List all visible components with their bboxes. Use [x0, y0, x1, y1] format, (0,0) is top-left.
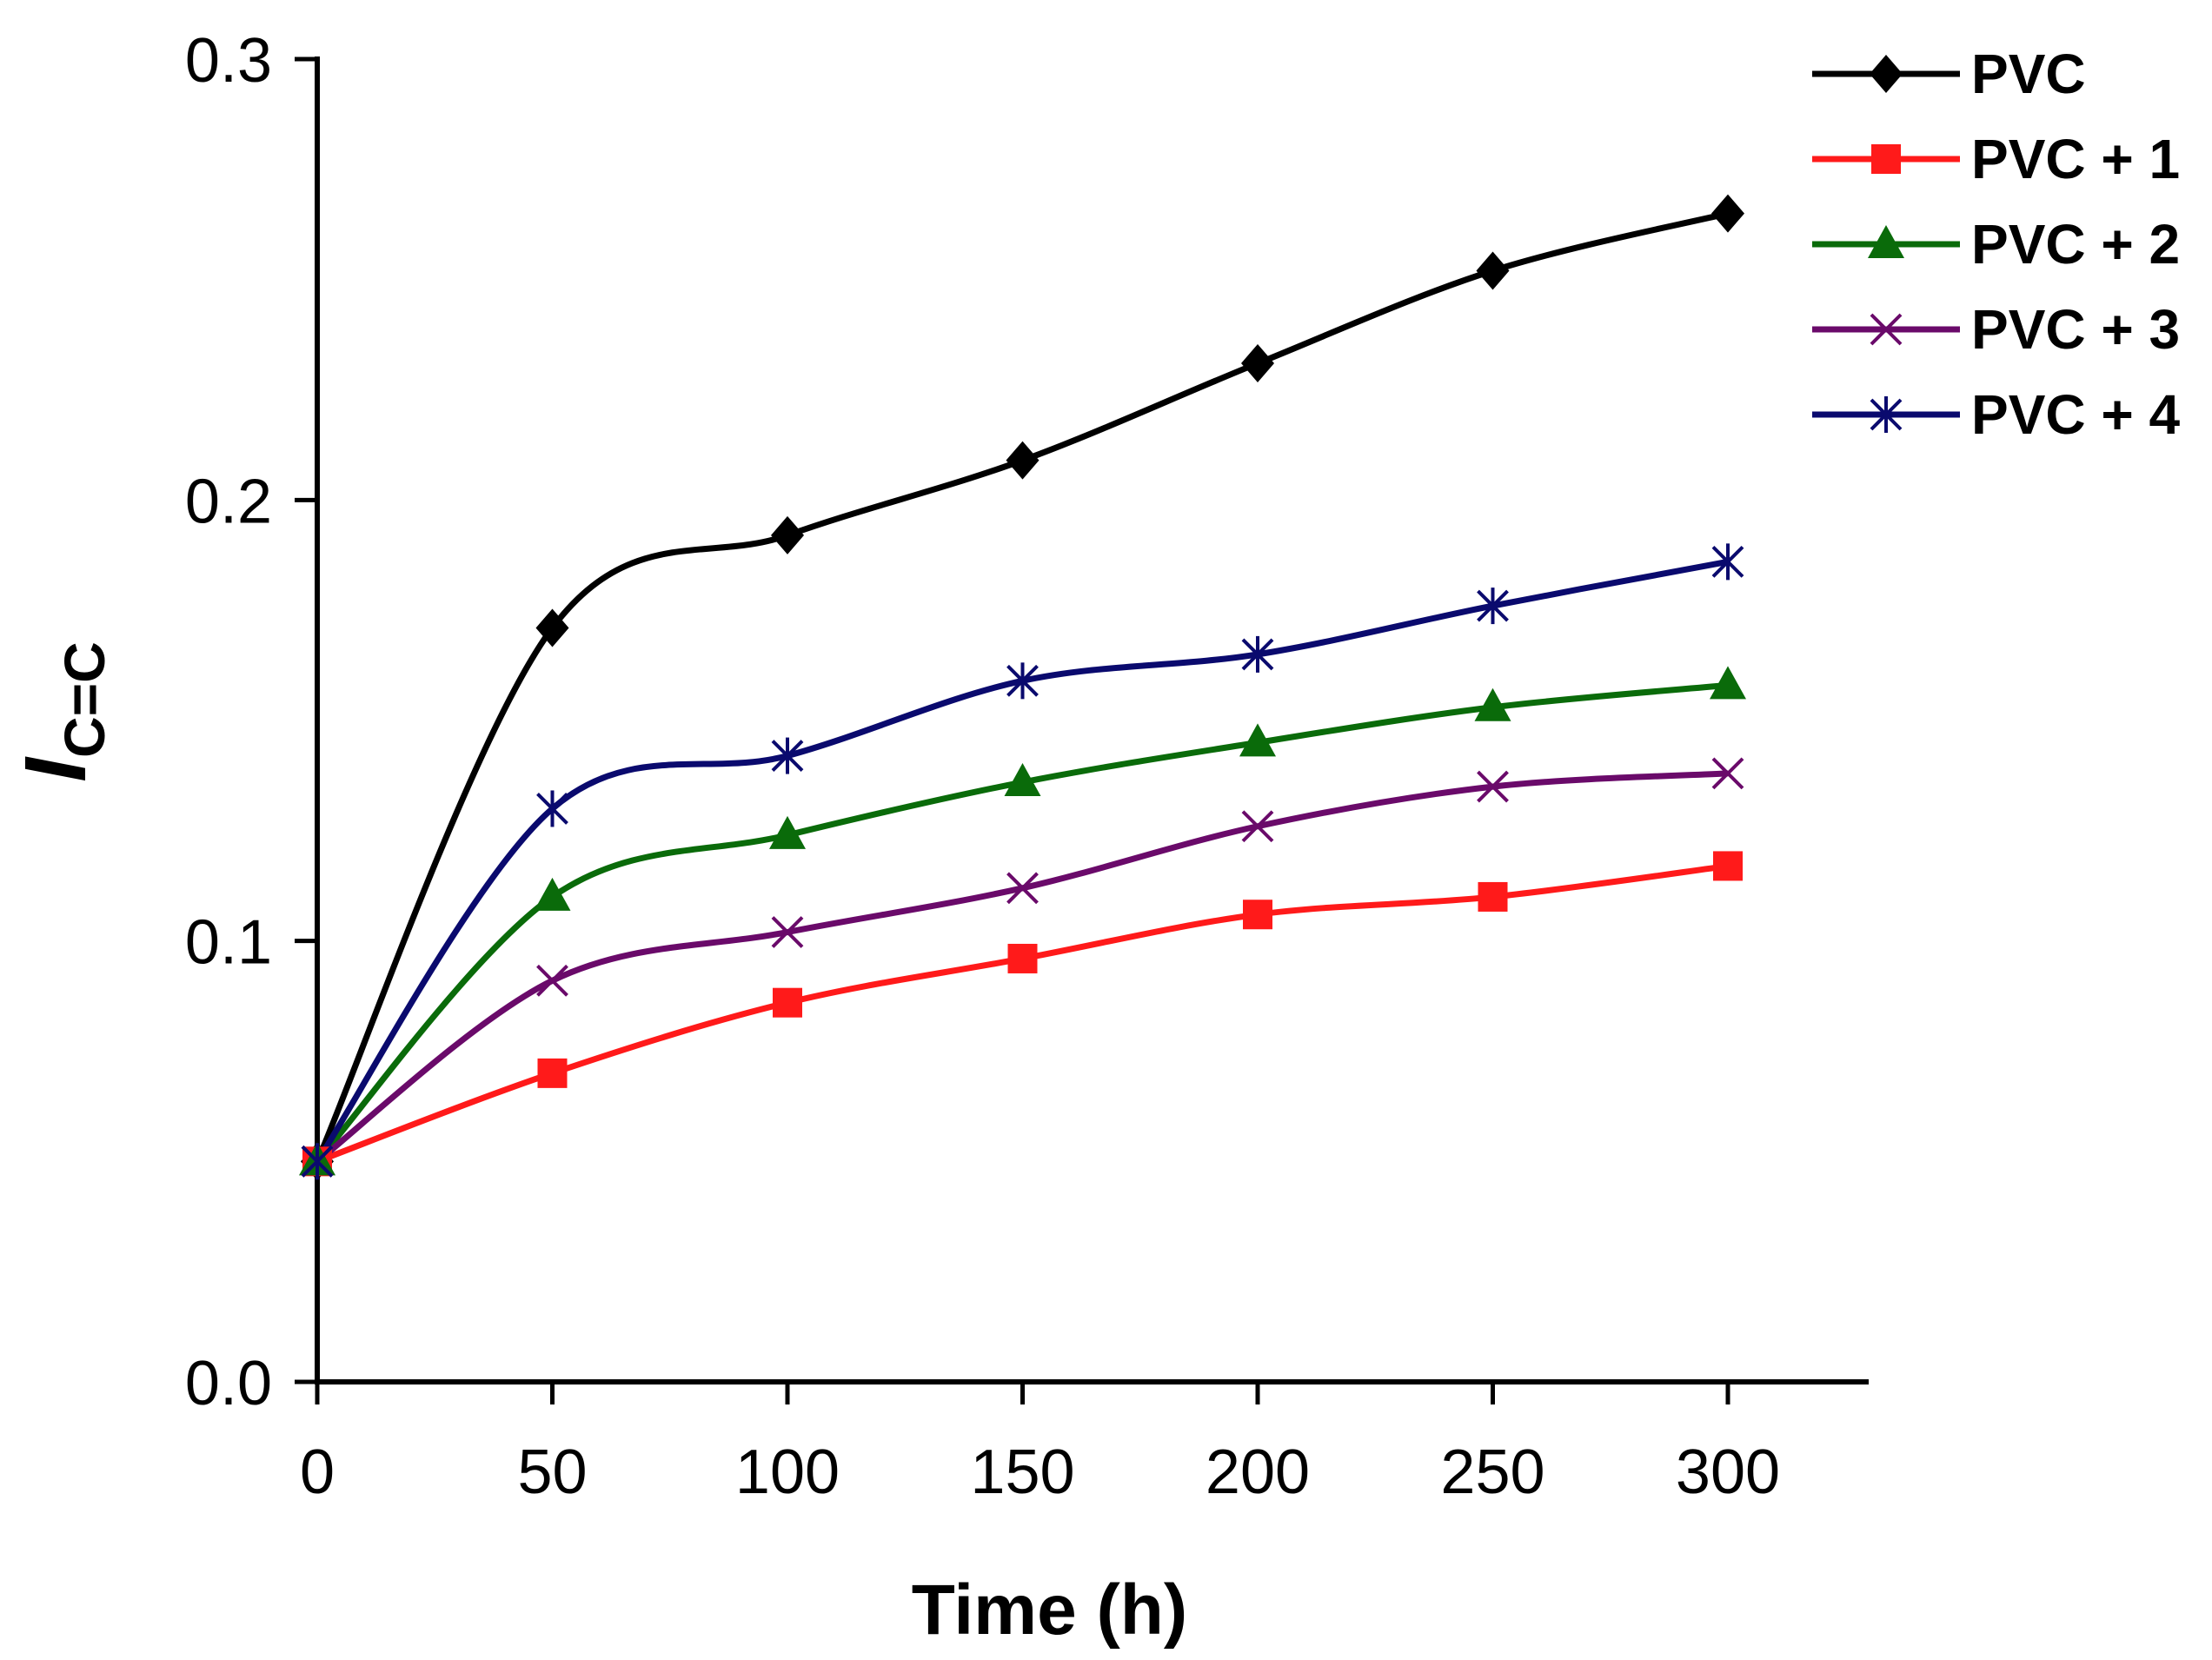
- data-point-s2: [1243, 900, 1272, 930]
- x-tick-label: 150: [970, 1438, 1074, 1507]
- legend-label: PVC: [1971, 43, 2086, 105]
- data-point-s2: [1713, 851, 1743, 881]
- data-point-s5: [536, 790, 568, 827]
- legend-label: PVC + 4: [1971, 383, 2181, 446]
- x-tick-label: 200: [1206, 1438, 1310, 1507]
- x-tick-label: 250: [1440, 1438, 1544, 1507]
- data-point-s2: [537, 1058, 568, 1088]
- data-point-s5: [1006, 662, 1039, 700]
- data-point-s4-stroke: [536, 964, 568, 997]
- data-point-s3: [1004, 763, 1041, 797]
- data-point-s1: [1006, 441, 1040, 480]
- data-point-s1: [535, 608, 569, 647]
- legend-marker: [1868, 225, 1904, 258]
- legend-label: PVC + 2: [1971, 213, 2180, 276]
- x-axis-title: Time (h): [912, 1570, 1187, 1650]
- y-tick-label: 0.1: [185, 908, 272, 978]
- data-point-s4-stroke: [1241, 810, 1274, 843]
- x-tick-label: 300: [1676, 1438, 1780, 1507]
- data-point-s4: [771, 916, 804, 948]
- data-point-s2: [1007, 943, 1038, 973]
- y-tick-label: 0.3: [185, 26, 272, 96]
- data-point-s3: [769, 815, 806, 849]
- data-point-s3: [1239, 723, 1276, 757]
- legend-label: PVC + 3: [1971, 298, 2180, 361]
- legend-marker: [1871, 144, 1901, 174]
- data-point-s5: [1477, 588, 1509, 625]
- data-point-s4-stroke: [1477, 770, 1509, 803]
- legend: PVC PVC + 1 PVC + 2 PVC + 3 PVC + 4: [1812, 43, 2181, 446]
- data-point-s3: [1474, 687, 1511, 721]
- ticks-layer: 0.0 0.1 0.2 0.3 0 50 100 150 200 250 300: [185, 26, 1780, 1507]
- legend-marker: [1870, 55, 1903, 93]
- markers-layer: [299, 194, 1746, 1181]
- data-point-s4-stroke: [1711, 757, 1744, 790]
- legend-marker-stroke: [1870, 313, 1903, 346]
- y-tick-label: 0.2: [185, 467, 272, 536]
- data-point-s4: [1006, 872, 1039, 905]
- legend-label: PVC + 1: [1971, 128, 2180, 190]
- series-line-2: [316, 862, 1729, 1165]
- y-axis-title-main: I: [7, 756, 104, 782]
- x-tick-label: 100: [735, 1438, 840, 1507]
- data-point-s3: [534, 877, 571, 911]
- series-line-1: [314, 210, 1729, 1163]
- y-tick-label: 0.0: [185, 1349, 272, 1418]
- data-point-s2: [1478, 881, 1508, 912]
- x-tick-label: 0: [300, 1438, 335, 1507]
- data-point-s1: [771, 515, 804, 554]
- data-point-s5: [301, 1143, 334, 1180]
- data-point-s1: [1711, 194, 1744, 233]
- data-point-s3: [1710, 666, 1746, 700]
- y-axis-title-sub: C=C: [52, 641, 116, 758]
- data-point-s4: [536, 964, 568, 997]
- data-point-s4: [1477, 770, 1509, 803]
- legend-marker: [1870, 313, 1903, 346]
- series-line-5: [315, 558, 1729, 1164]
- data-point-s5: [771, 737, 804, 774]
- data-point-s1: [1241, 344, 1274, 383]
- data-point-s1: [1476, 251, 1510, 290]
- y-axis-title: IC=C: [7, 641, 116, 782]
- data-point-s4-stroke: [771, 916, 804, 948]
- data-point-s4: [1241, 810, 1274, 843]
- data-point-s4: [1711, 757, 1744, 790]
- series-line-3: [315, 681, 1729, 1164]
- x-tick-label: 50: [517, 1438, 587, 1507]
- data-point-s5: [1711, 543, 1744, 581]
- legend-marker: [1870, 396, 1903, 433]
- data-point-s2: [773, 987, 802, 1018]
- axes-layer: [315, 56, 1869, 1384]
- data-point-s4-stroke: [1006, 872, 1039, 905]
- data-point-s5: [1241, 635, 1274, 673]
